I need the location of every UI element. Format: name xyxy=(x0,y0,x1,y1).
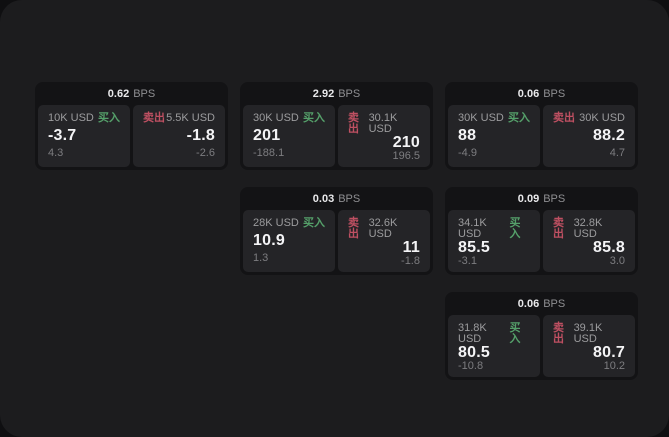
bps-unit-label: BPS xyxy=(543,192,566,205)
bps-header: 2.92 BPS xyxy=(243,82,430,105)
sell-panel[interactable]: 卖出 30K USD 88.2 4.7 xyxy=(543,105,635,167)
bps-unit-label: BPS xyxy=(543,87,566,100)
buy-label: 买入 xyxy=(508,112,530,124)
quote-card: 0.62 BPS 10K USD 买入 -3.7 4.3 卖出 5.5K USD xyxy=(35,82,228,170)
bps-value: 0.09 xyxy=(517,192,540,205)
sell-delta: 4.7 xyxy=(609,147,625,159)
sell-price: 210 xyxy=(392,134,420,151)
buy-panel[interactable]: 30K USD 买入 201 -188.1 xyxy=(243,105,335,167)
buy-price: 10.9 xyxy=(253,232,285,249)
sell-panel[interactable]: 卖出 32.8K USD 85.8 3.0 xyxy=(543,210,635,272)
sell-label: 卖出 xyxy=(143,112,165,124)
bps-value: 0.06 xyxy=(517,297,540,310)
sell-label: 卖出 xyxy=(348,112,359,135)
quote-card: 0.09 BPS 34.1K USD 买入 85.5 -3.1 卖出 32.8K… xyxy=(445,187,638,275)
buy-size: 34.1K USD xyxy=(458,217,487,240)
bps-value: 0.06 xyxy=(517,87,540,100)
bps-header: 0.62 BPS xyxy=(38,82,225,105)
bps-unit-label: BPS xyxy=(133,87,156,100)
buy-price: -3.7 xyxy=(48,127,77,144)
buy-label: 买入 xyxy=(303,112,325,124)
sell-label: 卖出 xyxy=(348,217,359,240)
bps-unit-label: BPS xyxy=(338,87,361,100)
sell-size: 39.1K USD xyxy=(573,322,603,345)
buy-panel[interactable]: 30K USD 买入 88 -4.9 xyxy=(448,105,540,167)
bps-header: 0.06 BPS xyxy=(448,82,635,105)
buy-panel[interactable]: 28K USD 买入 10.9 1.3 xyxy=(243,210,335,272)
sell-panel[interactable]: 卖出 32.6K USD 11 -1.8 xyxy=(338,210,430,272)
sell-delta: -1.8 xyxy=(401,255,420,267)
sell-size: 32.6K USD xyxy=(368,217,398,240)
sell-label: 卖出 xyxy=(553,112,575,124)
sell-price: -1.8 xyxy=(186,127,215,144)
buy-size: 28K USD xyxy=(253,217,299,229)
bps-unit-label: BPS xyxy=(543,297,566,310)
buy-label: 买入 xyxy=(509,322,521,345)
bps-unit-label: BPS xyxy=(338,192,361,205)
buy-size: 30K USD xyxy=(458,112,504,124)
buy-size: 30K USD xyxy=(253,112,299,124)
buy-price: 85.5 xyxy=(458,239,490,256)
buy-delta: 1.3 xyxy=(253,252,269,264)
sell-delta: 3.0 xyxy=(609,255,625,267)
buy-delta: -188.1 xyxy=(253,147,285,159)
bps-header: 0.09 BPS xyxy=(448,187,635,210)
sell-price: 88.2 xyxy=(593,127,625,144)
sell-delta: 10.2 xyxy=(603,360,625,372)
buy-label: 买入 xyxy=(509,217,521,240)
buy-price: 80.5 xyxy=(458,344,490,361)
buy-delta: -4.9 xyxy=(458,147,477,159)
buy-panel[interactable]: 10K USD 买入 -3.7 4.3 xyxy=(38,105,130,167)
quote-card: 0.06 BPS 31.8K USD 买入 80.5 -10.8 卖出 39.1… xyxy=(445,292,638,380)
bps-header: 0.03 BPS xyxy=(243,187,430,210)
sell-panel[interactable]: 卖出 39.1K USD 80.7 10.2 xyxy=(543,315,635,377)
bps-value: 0.62 xyxy=(107,87,130,100)
bps-header: 0.06 BPS xyxy=(448,292,635,315)
sell-price: 80.7 xyxy=(593,344,625,361)
quote-card-grid: 0.62 BPS 10K USD 买入 -3.7 4.3 卖出 5.5K USD xyxy=(35,82,638,380)
buy-delta: 4.3 xyxy=(48,147,64,159)
sell-label: 卖出 xyxy=(553,217,564,240)
quote-card: 0.06 BPS 30K USD 买入 88 -4.9 卖出 30K USD xyxy=(445,82,638,170)
buy-price: 201 xyxy=(253,127,281,144)
buy-label: 买入 xyxy=(98,112,120,124)
sell-price: 85.8 xyxy=(593,239,625,256)
sell-size: 30.1K USD xyxy=(368,112,398,135)
buy-delta: -10.8 xyxy=(458,360,484,372)
sell-size: 30K USD xyxy=(579,112,625,124)
sell-delta: 196.5 xyxy=(392,150,420,162)
buy-price: 88 xyxy=(458,127,477,144)
bps-value: 2.92 xyxy=(312,87,335,100)
sell-size: 5.5K USD xyxy=(166,112,215,124)
sell-price: 11 xyxy=(402,239,420,256)
buy-size: 31.8K USD xyxy=(458,322,487,345)
quote-card: 0.03 BPS 28K USD 买入 10.9 1.3 卖出 32.6K US… xyxy=(240,187,433,275)
buy-delta: -3.1 xyxy=(458,255,477,267)
bps-value: 0.03 xyxy=(312,192,335,205)
quote-card: 2.92 BPS 30K USD 买入 201 -188.1 卖出 30.1K … xyxy=(240,82,433,170)
sell-label: 卖出 xyxy=(553,322,564,345)
sell-panel[interactable]: 卖出 5.5K USD -1.8 -2.6 xyxy=(133,105,225,167)
sell-delta: -2.6 xyxy=(196,147,215,159)
buy-size: 10K USD xyxy=(48,112,94,124)
buy-label: 买入 xyxy=(303,217,325,229)
sell-panel[interactable]: 卖出 30.1K USD 210 196.5 xyxy=(338,105,430,167)
buy-panel[interactable]: 34.1K USD 买入 85.5 -3.1 xyxy=(448,210,540,272)
sell-size: 32.8K USD xyxy=(573,217,603,240)
buy-panel[interactable]: 31.8K USD 买入 80.5 -10.8 xyxy=(448,315,540,377)
